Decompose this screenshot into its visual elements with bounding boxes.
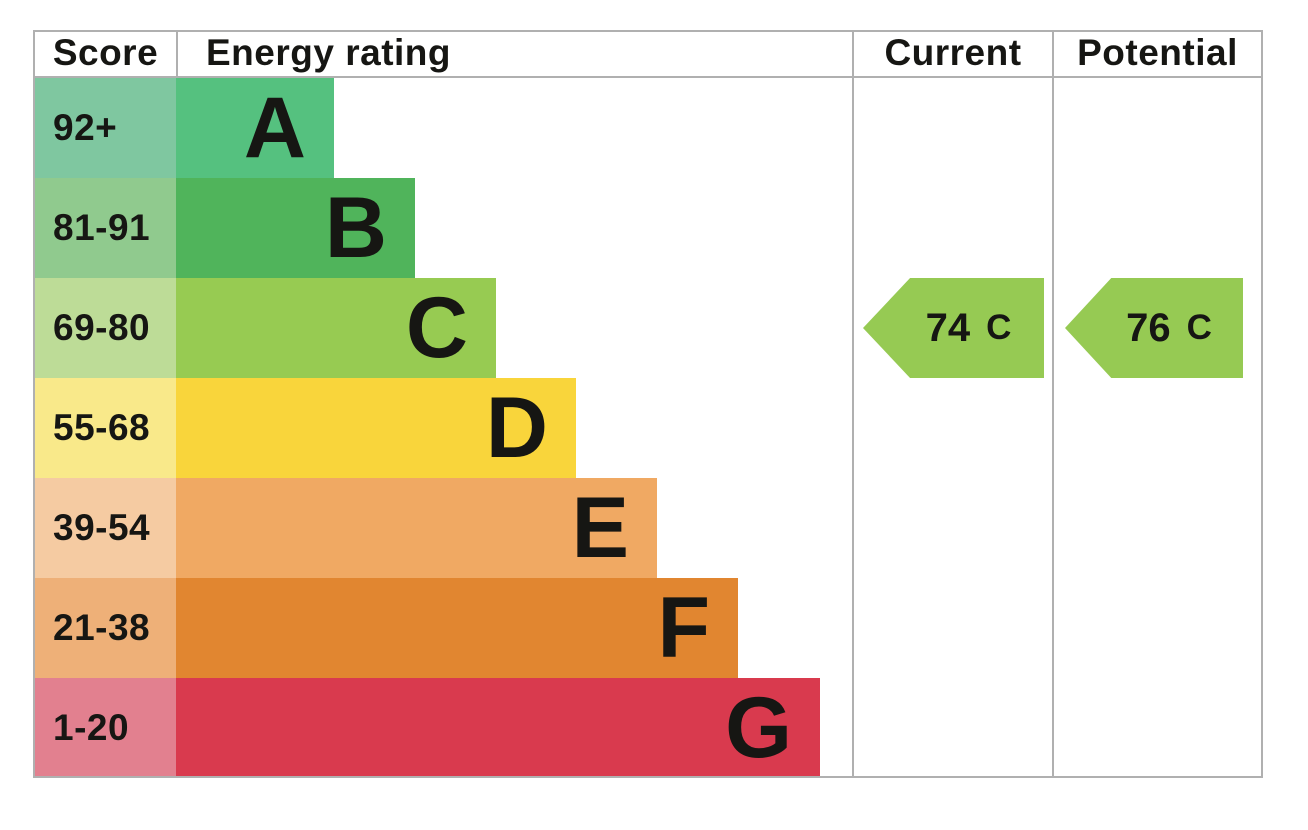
band-bar: D	[176, 378, 576, 478]
band-row-e: 39-54 E	[35, 478, 1261, 578]
potential-rating-value: 76	[1126, 305, 1171, 350]
band-letter: D	[485, 380, 548, 476]
band-score-range: 92+	[35, 78, 176, 178]
current-column-divider	[852, 30, 854, 776]
band-score-range: 69-80	[35, 278, 176, 378]
band-row-c: 69-80 C	[35, 278, 1261, 378]
score-column-divider	[176, 30, 178, 76]
band-letter: C	[405, 280, 468, 376]
rating-bands: 92+ A 81-91 B 69-80 C 55-68 D 39-54 E 21…	[35, 78, 1261, 778]
band-letter: A	[243, 80, 306, 176]
band-score-range: 1-20	[35, 678, 176, 778]
column-header-current: Current	[884, 32, 1022, 73]
band-score-range: 81-91	[35, 178, 176, 278]
table-border-top	[33, 30, 1263, 32]
band-score-range: 55-68	[35, 378, 176, 478]
table-border-right	[1261, 30, 1263, 778]
band-score-range: 21-38	[35, 578, 176, 678]
current-rating-band: C	[986, 308, 1012, 347]
band-row-d: 55-68 D	[35, 378, 1261, 478]
band-row-b: 81-91 B	[35, 178, 1261, 278]
header-divider	[33, 76, 1263, 78]
band-letter: B	[324, 180, 387, 276]
band-bar: A	[176, 78, 334, 178]
band-bar: C	[176, 278, 496, 378]
current-rating-value: 74	[925, 305, 971, 350]
column-header-score: Score	[52, 32, 159, 73]
band-bar: F	[176, 578, 738, 678]
table-border-bottom	[33, 776, 1263, 778]
potential-column-divider	[1052, 30, 1054, 776]
band-bar: E	[176, 478, 657, 578]
epc-rating-table: Score Energy rating Current Potential 92…	[33, 30, 1263, 778]
band-bar: G	[176, 678, 820, 778]
band-row-f: 21-38 F	[35, 578, 1261, 678]
potential-rating-band: C	[1186, 308, 1212, 347]
band-row-a: 92+ A	[35, 78, 1261, 178]
band-letter: G	[725, 680, 792, 776]
column-header-energy-rating: Energy rating	[206, 32, 451, 73]
band-row-g: 1-20 G	[35, 678, 1261, 778]
column-header-potential: Potential	[1077, 32, 1238, 73]
band-letter: E	[571, 480, 629, 576]
table-border-left	[33, 30, 35, 778]
band-bar: B	[176, 178, 415, 278]
band-letter: F	[657, 580, 710, 676]
band-score-range: 39-54	[35, 478, 176, 578]
